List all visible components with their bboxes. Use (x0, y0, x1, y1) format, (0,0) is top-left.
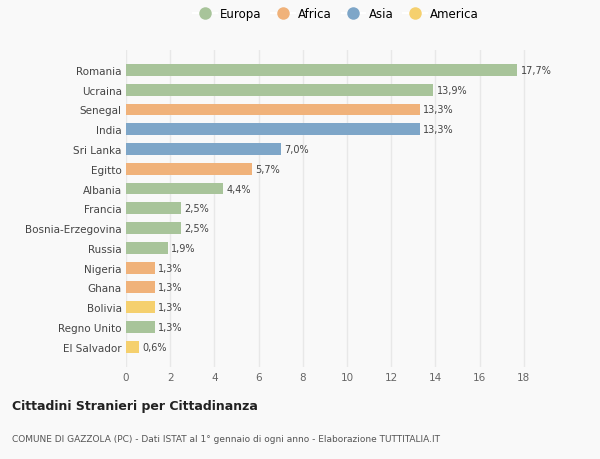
Text: 7,0%: 7,0% (284, 145, 308, 155)
Text: 13,3%: 13,3% (424, 125, 454, 135)
Bar (126, 203, 181, 215)
Bar (126, 183, 223, 195)
Bar (126, 321, 155, 333)
Text: Cittadini Stranieri per Cittadinanza: Cittadini Stranieri per Cittadinanza (12, 399, 258, 412)
Text: 5,7%: 5,7% (256, 164, 280, 174)
Text: 13,9%: 13,9% (437, 85, 467, 95)
Bar (126, 341, 139, 353)
Text: 0,6%: 0,6% (143, 342, 167, 352)
Text: 1,3%: 1,3% (158, 302, 182, 313)
Bar (126, 144, 281, 156)
Bar (126, 104, 420, 116)
Bar (126, 262, 155, 274)
Text: 1,9%: 1,9% (172, 243, 196, 253)
Bar (126, 302, 155, 313)
Bar (126, 282, 155, 294)
Text: 1,3%: 1,3% (158, 283, 182, 293)
Bar (126, 163, 252, 175)
Text: 2,5%: 2,5% (185, 204, 209, 214)
Bar (126, 242, 168, 254)
Bar (126, 223, 181, 235)
Legend: Europa, Africa, Asia, America: Europa, Africa, Asia, America (191, 6, 481, 23)
Text: 13,3%: 13,3% (424, 105, 454, 115)
Bar (126, 65, 517, 77)
Text: 4,4%: 4,4% (227, 184, 251, 194)
Text: COMUNE DI GAZZOLA (PC) - Dati ISTAT al 1° gennaio di ogni anno - Elaborazione TU: COMUNE DI GAZZOLA (PC) - Dati ISTAT al 1… (12, 434, 440, 443)
Text: 1,3%: 1,3% (158, 263, 182, 273)
Bar (126, 124, 420, 136)
Text: 17,7%: 17,7% (521, 66, 551, 76)
Text: 2,5%: 2,5% (185, 224, 209, 234)
Text: 1,3%: 1,3% (158, 322, 182, 332)
Bar (126, 84, 433, 96)
